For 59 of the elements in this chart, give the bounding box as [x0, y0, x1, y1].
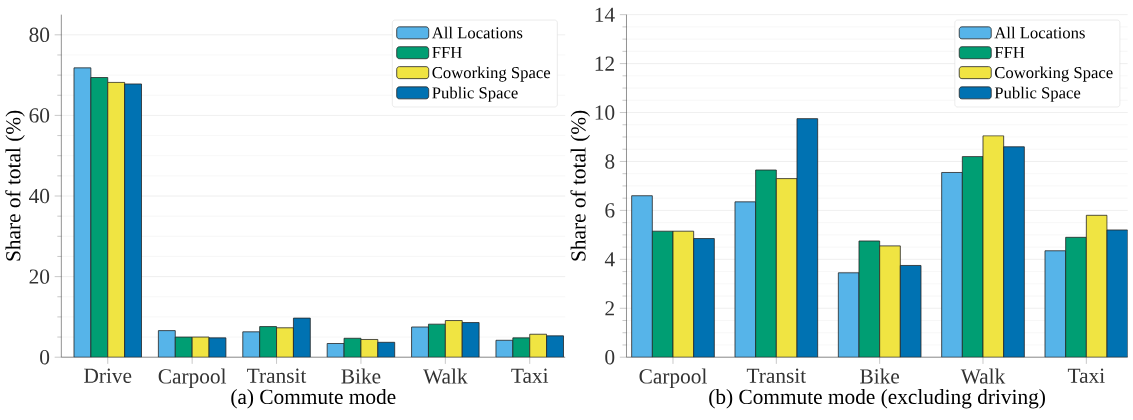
y-tick-label: 8	[605, 154, 615, 169]
bar	[242, 331, 261, 358]
bar	[124, 83, 142, 358]
y-tick-label: 14	[595, 7, 615, 22]
x-tick-label: Drive	[84, 368, 132, 383]
y-tick-label: 0	[605, 350, 615, 365]
legend-label: Coworking Space	[432, 66, 551, 82]
x-tick-label: Transit	[746, 368, 807, 383]
bar	[755, 169, 777, 358]
x-tick-label: Walk	[423, 368, 468, 384]
y-tick-label: 2	[605, 301, 614, 316]
x-tick-label: Taxi	[1067, 368, 1105, 383]
x-tick-label: Bike	[341, 368, 381, 384]
bar	[775, 178, 798, 358]
bar	[693, 238, 715, 358]
x-tick-label: Bike	[860, 368, 900, 384]
bar	[961, 156, 984, 358]
bar	[837, 272, 860, 358]
y-tick-label: 12	[595, 56, 614, 71]
bar	[651, 230, 674, 358]
x-axis-title: (a) Commute mode	[231, 389, 396, 409]
bar	[941, 172, 963, 358]
y-tick-label: 6	[605, 203, 615, 218]
y-tick-label: 40	[29, 188, 50, 204]
bar	[734, 201, 757, 358]
bar	[858, 240, 881, 358]
bar	[879, 245, 901, 358]
legend-label: All Locations	[431, 26, 523, 39]
bar	[1044, 250, 1067, 358]
x-axis-title: (b) Commute mode (excluding driving)	[709, 389, 1045, 409]
bar	[428, 323, 446, 358]
y-axis-title: Share of total (%)	[5, 110, 25, 261]
legend-label: FFH	[994, 47, 1025, 58]
bar	[1085, 214, 1108, 358]
bar	[293, 317, 311, 358]
y-tick-label: 0	[40, 350, 50, 365]
y-axis-title: Share of total (%)	[570, 110, 590, 261]
x-tick-label: Walk	[960, 368, 1006, 384]
x-tick-label: Transit	[247, 368, 307, 383]
bar	[157, 330, 176, 358]
legend-label: FFH	[432, 47, 462, 58]
bar	[672, 230, 695, 358]
legend-label: Coworking Space	[994, 66, 1113, 82]
x-tick-label: Taxi	[511, 368, 549, 383]
x-tick-label: Carpool	[639, 368, 707, 388]
legend-label: Public Space	[432, 86, 518, 102]
y-tick-label: 20	[29, 269, 50, 284]
bar	[1065, 236, 1087, 358]
legend-label: Public Space	[994, 86, 1081, 102]
y-tick-label: 10	[595, 105, 615, 120]
bar	[259, 326, 277, 358]
y-tick-label: 80	[29, 27, 50, 43]
bar	[982, 135, 1005, 358]
bar	[631, 195, 653, 358]
y-tick-label: 4	[604, 252, 615, 267]
legend-label: All Locations	[994, 26, 1085, 39]
bar	[411, 326, 429, 358]
y-tick-label: 60	[29, 108, 50, 123]
x-tick-label: Carpool	[158, 368, 227, 388]
